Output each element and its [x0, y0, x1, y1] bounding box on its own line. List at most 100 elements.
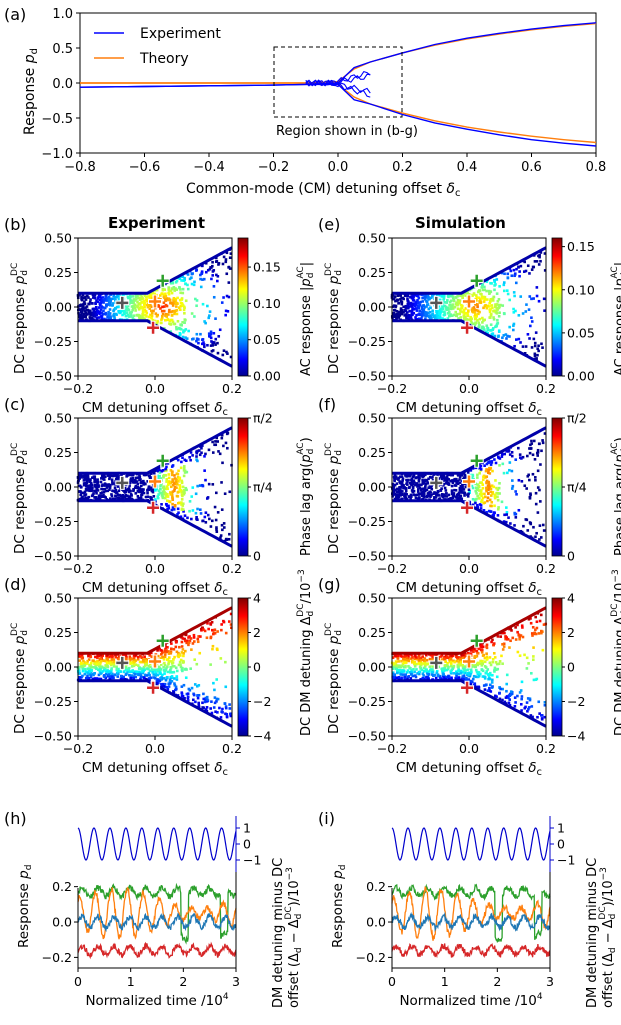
scatter-point	[523, 706, 527, 710]
scatter-point	[179, 665, 183, 669]
scatter-point	[457, 317, 460, 320]
scatter-point	[84, 482, 87, 485]
scatter-point	[139, 677, 142, 681]
scatter-point	[203, 345, 206, 349]
scatter-point	[473, 647, 476, 651]
scatter-point	[527, 706, 531, 709]
scatter-point	[104, 672, 108, 676]
scatter-point	[466, 651, 470, 655]
scatter-point	[428, 665, 432, 668]
scatter-point	[144, 310, 148, 313]
trace-orange	[77, 886, 237, 940]
scatter-point	[102, 300, 105, 303]
scatter-point	[532, 655, 535, 658]
scatter-point	[530, 671, 533, 675]
scatter-point	[470, 484, 474, 488]
scatter-point	[180, 645, 184, 648]
scatter-point	[406, 480, 409, 483]
scatter-point	[461, 310, 465, 314]
scatter-point	[216, 341, 219, 345]
scatter-point	[203, 700, 207, 704]
scatter-point	[139, 673, 143, 677]
scatter-point	[102, 477, 105, 481]
scatter-point	[97, 484, 100, 487]
scatter-point	[505, 510, 509, 514]
scatter-point	[490, 500, 494, 504]
scatter-point	[430, 476, 433, 479]
scatter-point	[519, 341, 522, 344]
a-ytick-label: −1.0	[41, 147, 73, 162]
scatter-point	[481, 478, 485, 481]
scatter-point	[164, 649, 167, 652]
scatter-point	[78, 308, 82, 312]
scatter-point	[163, 496, 167, 500]
scatter-point	[410, 495, 413, 498]
scatter-point	[397, 310, 400, 314]
scatter-point	[98, 665, 102, 669]
scatter-point	[133, 672, 137, 676]
scatter-point	[160, 651, 164, 655]
scatter-point	[228, 707, 232, 710]
scatter-point	[443, 475, 446, 479]
scatter-point	[224, 538, 228, 541]
scatter-point	[112, 658, 116, 662]
scatter-point	[146, 667, 150, 671]
scatter-point	[228, 490, 232, 494]
scatter-point	[528, 478, 531, 482]
scatter-point	[168, 480, 172, 484]
scatter-point	[459, 494, 463, 498]
scatter-point	[112, 309, 115, 313]
cbar-tick-label: 0.10	[253, 296, 281, 311]
scatter-point	[509, 639, 512, 643]
scatter-point	[415, 657, 419, 661]
scatter-point	[140, 660, 143, 664]
scatter-point	[211, 270, 215, 273]
scatter-point	[460, 294, 463, 297]
scatter-point	[536, 347, 539, 351]
scatter-point	[458, 475, 462, 479]
scatter-point	[490, 332, 494, 336]
scatter-point	[113, 297, 116, 300]
scatter-point	[146, 495, 150, 499]
scatter-point	[450, 479, 454, 482]
scatter-point	[171, 661, 175, 664]
scatter-point	[517, 314, 521, 317]
scatter-point	[427, 677, 431, 680]
scatter-point	[479, 507, 483, 510]
scatter-point	[492, 316, 495, 319]
scatter-point	[397, 476, 401, 480]
scatter-point	[485, 489, 488, 493]
scatter-point	[216, 511, 220, 514]
scatter-point	[149, 495, 152, 499]
scatter-point	[467, 318, 471, 322]
scatter-point	[152, 673, 156, 676]
scatter-point	[154, 312, 158, 315]
scatter-point	[409, 497, 412, 500]
scatter-point	[503, 700, 507, 704]
scatter-point	[425, 669, 428, 673]
scatter-point	[395, 487, 399, 491]
scatter-point	[222, 255, 226, 259]
scatter-point	[165, 304, 169, 308]
scatter-point	[414, 476, 418, 480]
scatter-point	[476, 305, 479, 309]
scatter-point	[162, 301, 166, 305]
scatter-point	[137, 496, 140, 500]
scatter-point	[190, 312, 194, 315]
scatter-point	[137, 490, 141, 494]
scatter-point	[514, 281, 518, 285]
scatter-point	[506, 272, 510, 276]
scatter-point	[226, 446, 229, 450]
scatter-point	[394, 488, 397, 492]
scatter-point	[117, 489, 121, 493]
scatter-point	[494, 668, 498, 672]
scatter-point	[476, 319, 479, 322]
scatter-point	[496, 495, 499, 499]
scatter-point	[466, 668, 469, 672]
scatter-point	[465, 482, 468, 486]
scatter-point	[442, 473, 446, 477]
scatter-point	[513, 294, 516, 298]
scatter-point	[507, 696, 510, 700]
scatter-point	[121, 493, 125, 497]
scatter-point	[410, 309, 414, 312]
